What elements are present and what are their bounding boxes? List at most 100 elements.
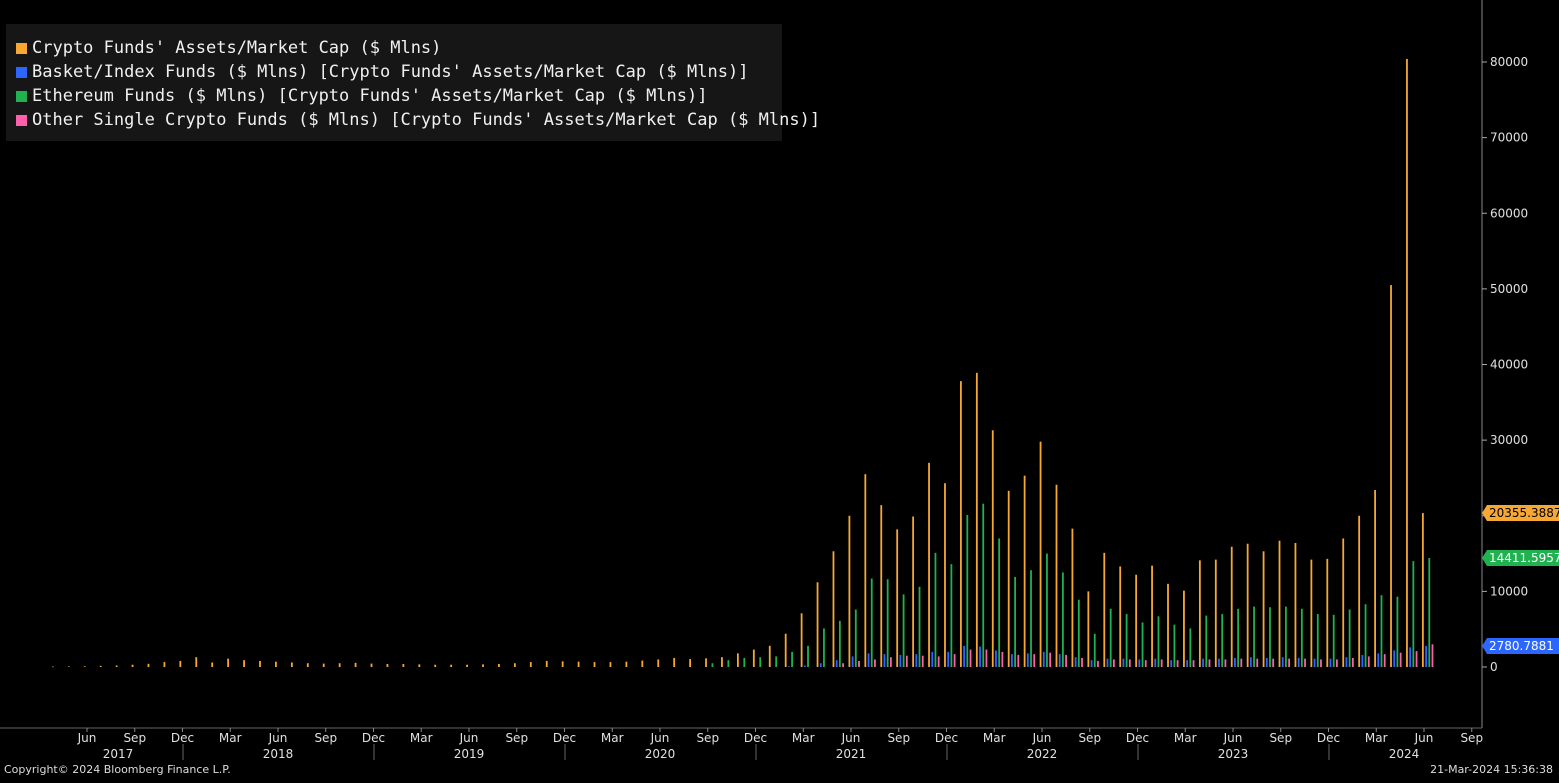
bar-crypto-funds	[880, 505, 883, 667]
bar-other-single-crypto-funds	[1097, 660, 1099, 667]
bar-crypto-funds	[275, 661, 277, 667]
bar-crypto-funds	[1103, 552, 1106, 667]
x-month-label: Mar	[601, 731, 624, 745]
last-value-label: 20355.3887	[1489, 506, 1559, 520]
bar-crypto-funds	[1135, 574, 1138, 667]
bar-crypto-funds	[1406, 58, 1408, 668]
x-year-label: 2022	[1027, 747, 1058, 761]
x-month-label: Jun	[841, 731, 861, 745]
bar-other-single-crypto-funds	[921, 655, 924, 667]
bar-other-single-crypto-funds	[1017, 654, 1020, 667]
bar-ethereum-funds	[982, 503, 985, 667]
bar-crypto-funds	[991, 430, 994, 667]
x-month-label: Mar	[1365, 731, 1388, 745]
bar-crypto-funds	[227, 658, 230, 667]
bar-basket-index-funds	[1345, 657, 1348, 667]
x-year-label: 2021	[836, 747, 867, 761]
bar-crypto-funds	[657, 659, 660, 667]
bar-ethereum-funds	[1300, 608, 1303, 667]
bar-crypto-funds	[816, 582, 819, 667]
bar-ethereum-funds	[1348, 609, 1351, 667]
y-tick-label: 80000	[1490, 55, 1528, 69]
x-month-label: Dec	[553, 731, 576, 745]
bar-ethereum-funds	[870, 578, 873, 667]
bar-basket-index-funds	[995, 650, 997, 667]
bar-other-single-crypto-funds	[1256, 658, 1259, 667]
x-month-label: Sep	[696, 731, 719, 745]
bar-crypto-funds	[386, 663, 389, 667]
bar-crypto-funds	[1183, 590, 1185, 667]
bar-basket-index-funds	[1154, 658, 1157, 667]
bar-basket-index-funds	[851, 656, 854, 667]
bar-other-single-crypto-funds	[1272, 658, 1275, 667]
x-year-label: 2020	[645, 747, 676, 761]
bar-ethereum-funds	[1412, 561, 1415, 667]
bar-ethereum-funds	[1141, 622, 1144, 667]
bar-crypto-funds	[1421, 513, 1424, 667]
bar-basket-index-funds	[947, 651, 950, 667]
x-month-label: Mar	[792, 731, 815, 745]
bar-crypto-funds	[402, 663, 405, 667]
bar-basket-index-funds	[787, 666, 790, 667]
bar-ethereum-funds	[918, 586, 921, 667]
bar-ethereum-funds	[1077, 599, 1080, 667]
x-month-label: Jun	[1032, 731, 1052, 745]
x-month-label: Sep	[505, 731, 528, 745]
bar-other-single-crypto-funds	[1336, 659, 1338, 667]
bar-other-single-crypto-funds	[1431, 644, 1434, 667]
bar-basket-index-funds	[979, 646, 981, 667]
bar-crypto-funds	[625, 661, 628, 667]
bar-basket-index-funds	[1138, 659, 1141, 667]
bar-crypto-funds	[52, 666, 54, 668]
x-month-label: Sep	[887, 731, 910, 745]
bar-other-single-crypto-funds	[1128, 659, 1131, 667]
bar-ethereum-funds	[743, 657, 746, 667]
bar-ethereum-funds	[1173, 624, 1176, 667]
bar-basket-index-funds	[1058, 654, 1061, 667]
legend-label: Other Single Crypto Funds ($ Mlns) [Cryp…	[32, 110, 821, 130]
bar-basket-index-funds	[835, 660, 838, 667]
bar-crypto-funds	[1262, 551, 1265, 667]
bar-other-single-crypto-funds	[1304, 658, 1306, 667]
bar-crypto-funds	[1198, 560, 1201, 667]
bar-ethereum-funds	[1109, 608, 1112, 667]
bar-other-single-crypto-funds	[1001, 651, 1004, 667]
bar-ethereum-funds	[1061, 572, 1064, 667]
bar-ethereum-funds	[807, 645, 809, 667]
bar-crypto-funds	[434, 664, 437, 667]
legend-swatch	[16, 114, 27, 126]
bar-crypto-funds	[864, 474, 867, 667]
bar-crypto-funds	[1278, 540, 1281, 667]
bar-ethereum-funds	[1380, 595, 1383, 667]
bar-ethereum-funds	[886, 579, 889, 667]
legend-label: Basket/Index Funds ($ Mlns) [Crypto Fund…	[32, 62, 749, 82]
bar-crypto-funds	[370, 663, 373, 667]
x-month-label: Sep	[1269, 731, 1292, 745]
bar-basket-index-funds	[1313, 658, 1316, 667]
bar-basket-index-funds	[1090, 660, 1093, 667]
bar-basket-index-funds	[931, 651, 934, 667]
y-tick-label: 10000	[1490, 584, 1528, 598]
x-month-label: Dec	[1126, 731, 1149, 745]
bar-crypto-funds	[545, 660, 548, 667]
bar-crypto-funds	[131, 664, 134, 667]
bar-other-single-crypto-funds	[1065, 654, 1067, 667]
bar-other-single-crypto-funds	[969, 649, 972, 667]
bar-crypto-funds	[529, 662, 532, 667]
bar-ethereum-funds	[1332, 614, 1335, 667]
bar-ethereum-funds	[1189, 628, 1192, 667]
bar-crypto-funds	[1167, 583, 1169, 667]
bar-crypto-funds	[1055, 484, 1058, 667]
bar-other-single-crypto-funds	[1383, 654, 1386, 667]
timestamp-text: 21-Mar-2024 15:36:38	[1430, 763, 1553, 776]
bar-crypto-funds	[673, 657, 676, 667]
legend-item-other-single-crypto-funds: Other Single Crypto Funds ($ Mlns) [Cryp…	[6, 108, 820, 132]
bar-basket-index-funds	[1122, 658, 1125, 667]
bar-other-single-crypto-funds	[889, 657, 892, 667]
bar-crypto-funds	[752, 649, 755, 667]
bar-ethereum-funds	[998, 538, 1001, 667]
bar-other-single-crypto-funds	[1081, 657, 1083, 667]
bar-other-single-crypto-funds	[1399, 652, 1402, 667]
bar-ethereum-funds	[1269, 607, 1271, 667]
last-value-tag-bg	[1482, 550, 1559, 567]
